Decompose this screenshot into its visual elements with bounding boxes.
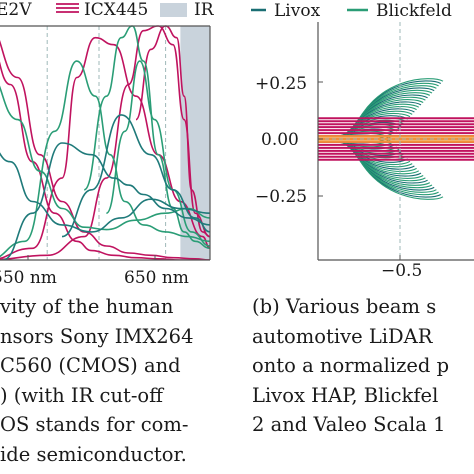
caption-line: ) (with IR cut-off xyxy=(0,383,164,407)
spectral-chart: 550 nm 650 nm E2V ICX445 IR xyxy=(0,0,215,288)
sensitivity-curve-10 xyxy=(2,142,210,260)
y-tick-label: −0.25 xyxy=(255,187,307,207)
sensitivity-curve-11 xyxy=(61,114,210,238)
sensitivity-curve-1 xyxy=(0,61,210,260)
sensitivity-curve-9 xyxy=(0,152,210,233)
legend-swatch-ir xyxy=(160,3,187,17)
legend: E2V ICX445 IR xyxy=(0,0,215,20)
caption-line: (b) Various beam s xyxy=(252,295,437,318)
legend-label-e2v: E2V xyxy=(0,0,32,20)
beam-pattern-chart: +0.25 0.00 −0.25 −0.5 Livox Blickfeld xyxy=(251,1,474,281)
sensitivity-curve-4 xyxy=(135,25,210,238)
x-tick-label: 650 nm xyxy=(124,268,189,288)
caption-line: C560 (CMOS) and xyxy=(0,354,181,377)
x-tick-label: 550 nm xyxy=(0,268,57,288)
y-tick-label: 0.00 xyxy=(261,130,299,150)
legend-label-icx445: ICX445 xyxy=(84,0,148,20)
y-tick-label: +0.25 xyxy=(255,74,307,94)
sensitivity-curves xyxy=(0,25,210,260)
caption-line: onto a normalized p xyxy=(252,354,450,377)
caption-line: Livox HAP, Blickfel xyxy=(252,383,439,407)
legend-label-ir: IR xyxy=(194,0,215,20)
caption-line: 2 and Valeo Scala 1 xyxy=(252,413,446,436)
sensitivity-curve-7 xyxy=(83,25,210,250)
caption-line: OS stands for com- xyxy=(0,413,189,436)
caption-left: vity of the human nsors Sony IMX264 C560… xyxy=(0,292,236,469)
caption-line: automotive LiDAR xyxy=(252,324,433,348)
caption-right: (b) Various beam s automotive LiDAR onto… xyxy=(252,292,474,440)
legend: Livox Blickfeld xyxy=(251,1,452,21)
x-tick-label: −0.5 xyxy=(381,261,422,281)
reference-lines xyxy=(46,26,167,260)
caption-line: vity of the human xyxy=(0,295,174,318)
sensitivity-curve-8 xyxy=(105,60,210,247)
caption-line: ide semiconductor. xyxy=(0,442,187,466)
legend-label-blickfeld: Blickfeld xyxy=(376,1,452,21)
sensitivity-curve-6 xyxy=(0,60,210,258)
legend-swatch-icx445 xyxy=(56,3,79,13)
sensitivity-curve-0 xyxy=(0,40,210,260)
caption-line: nsors Sony IMX264 xyxy=(0,324,194,348)
legend-label-livox: Livox xyxy=(274,1,321,21)
